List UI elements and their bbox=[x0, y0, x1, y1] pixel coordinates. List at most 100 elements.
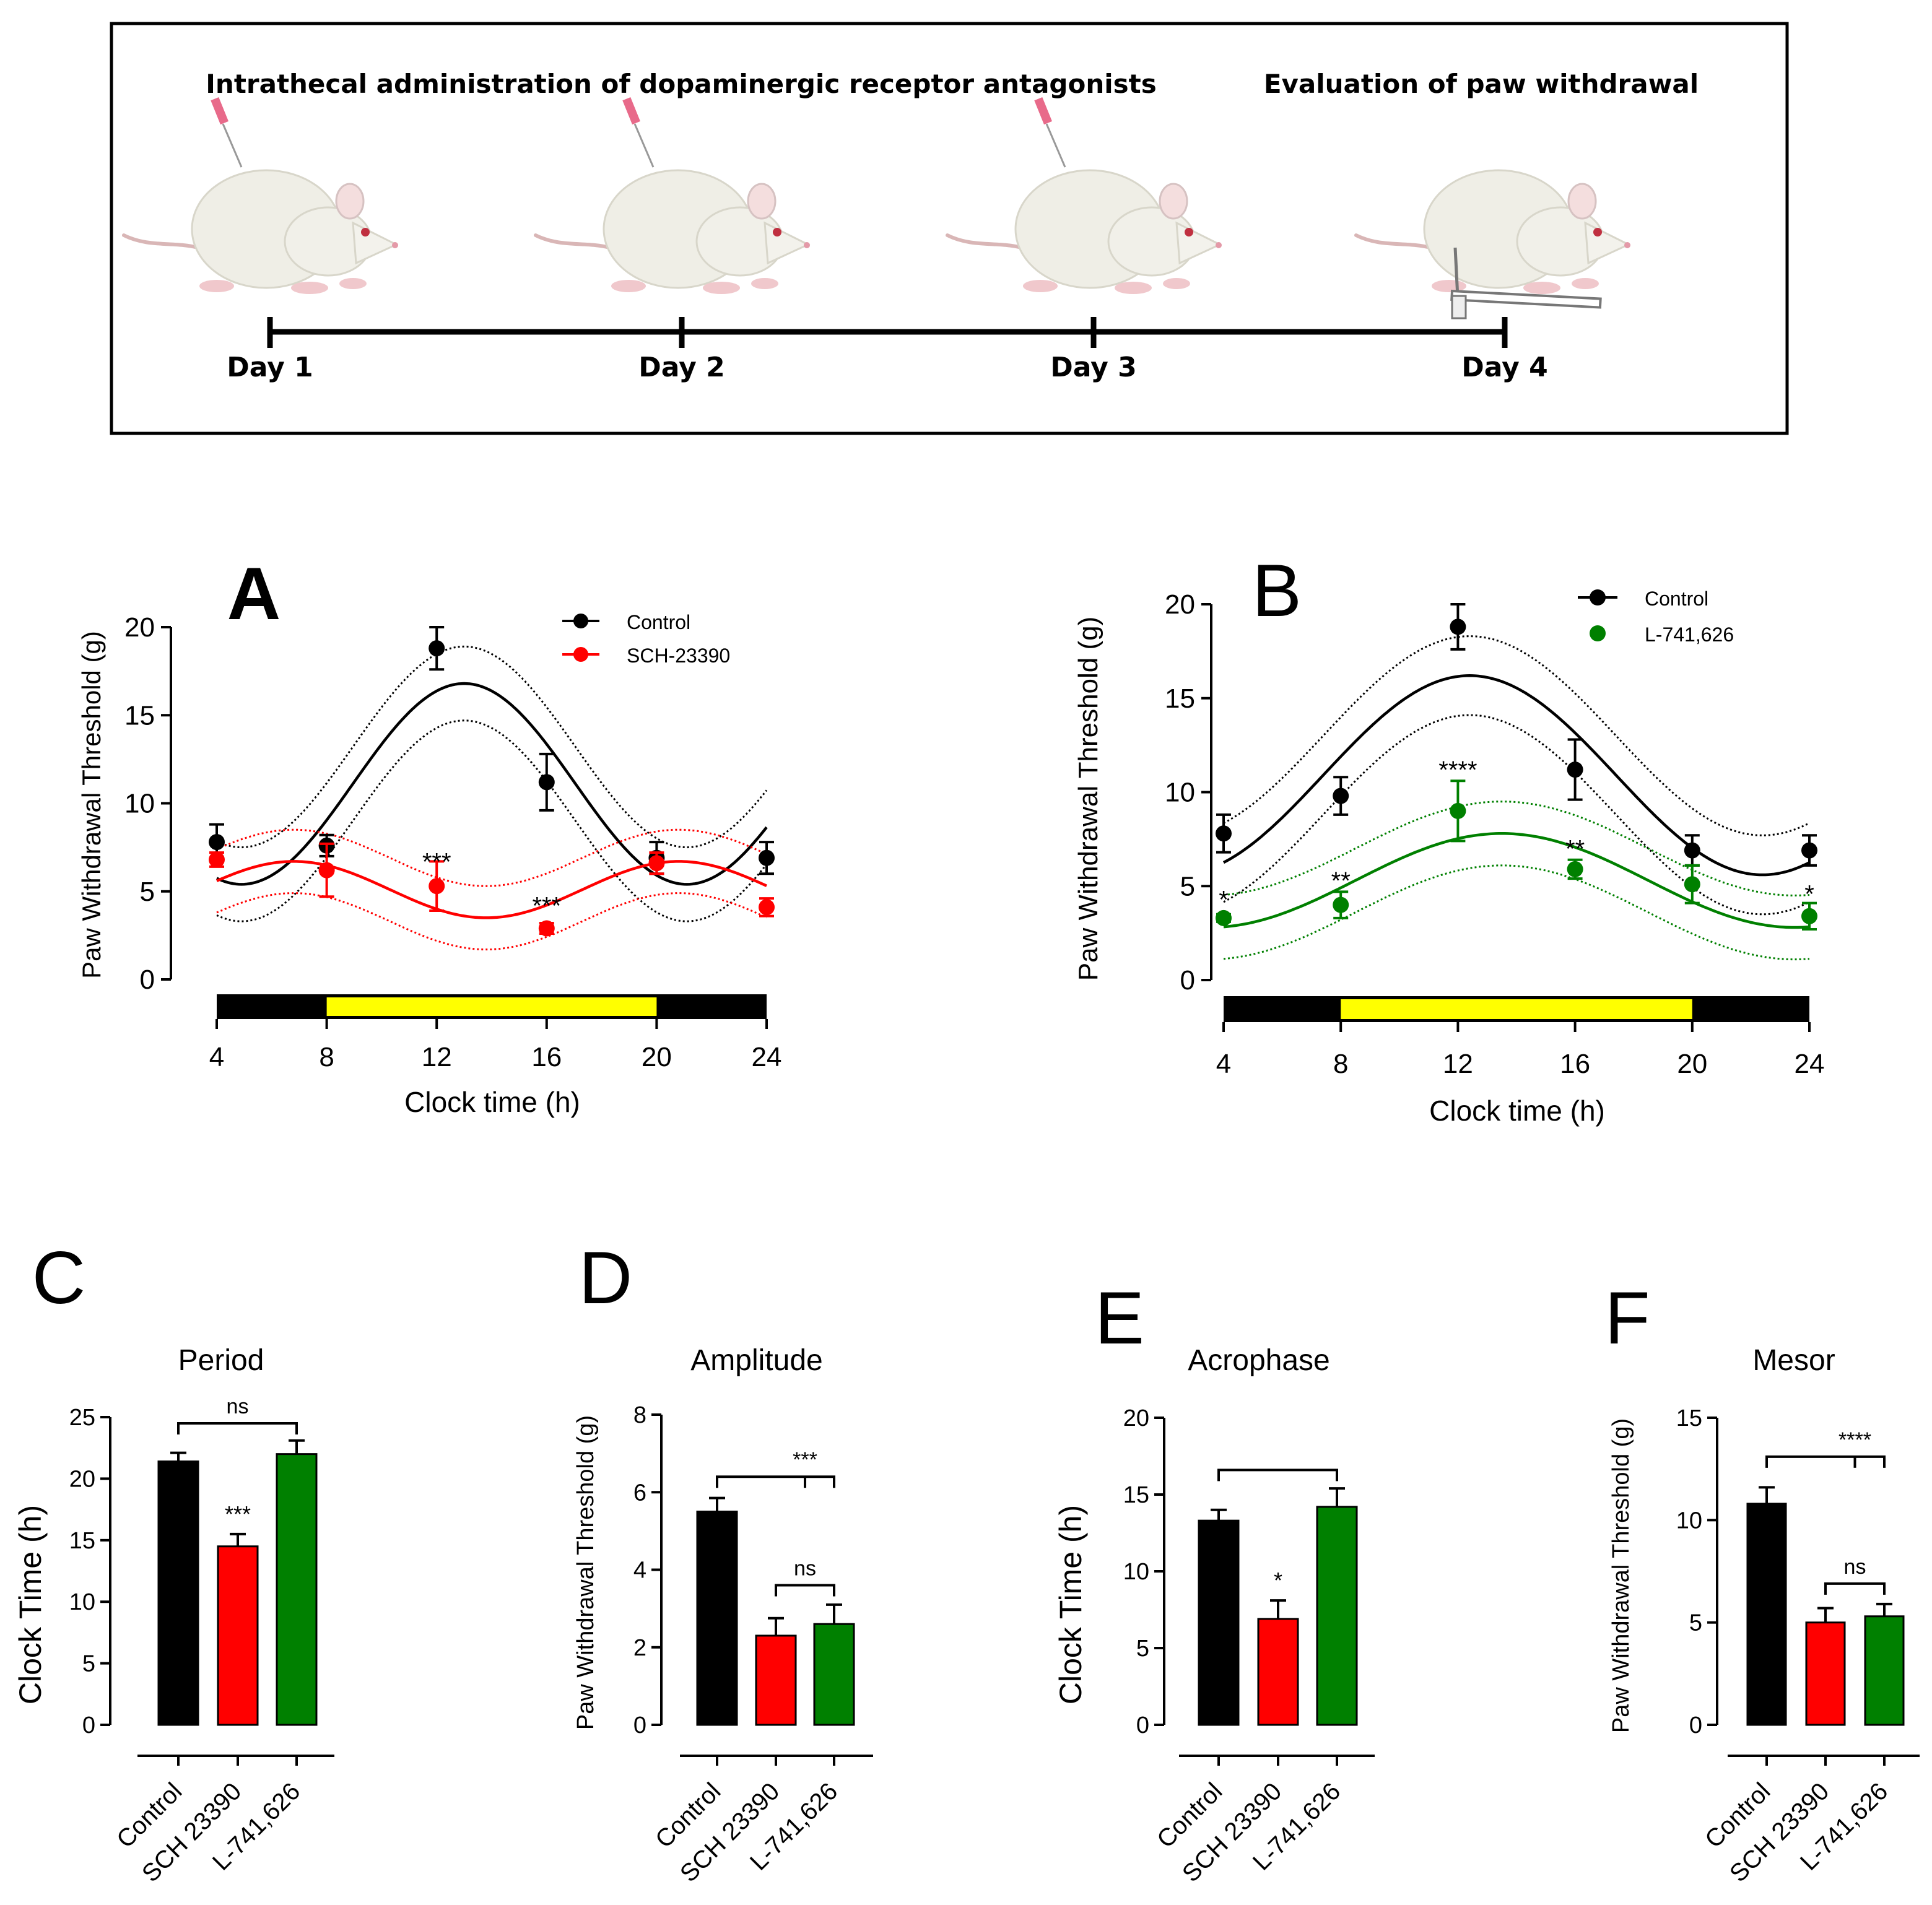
panel-f-title: Mesor bbox=[1752, 1344, 1835, 1377]
y-tick-label: 0 bbox=[1689, 1712, 1702, 1738]
data-point-control bbox=[538, 774, 555, 791]
data-point-l-741-626 bbox=[1801, 908, 1817, 924]
legend-control-marker bbox=[573, 614, 588, 628]
x-tick-label: 16 bbox=[531, 1042, 562, 1072]
significance-mark: * bbox=[1219, 886, 1229, 913]
light-phase-bar bbox=[1341, 999, 1692, 1019]
y-tick-label: 15 bbox=[69, 1528, 95, 1554]
y-tick-label: 10 bbox=[1676, 1508, 1702, 1534]
data-point-control bbox=[1216, 825, 1232, 842]
panel-c-label: C bbox=[32, 1236, 86, 1319]
bar-control bbox=[1746, 1503, 1787, 1726]
panel-b: B Paw Withdrawal Threshold (g) Clock tim… bbox=[1073, 549, 1824, 1127]
y-tick-label: 8 bbox=[633, 1402, 646, 1428]
panel-e-ylabel: Clock Time (h) bbox=[1053, 1505, 1088, 1704]
bar-control bbox=[696, 1511, 738, 1726]
timeline-day-3: Day 3 bbox=[1050, 352, 1136, 383]
significance-bracket bbox=[716, 1475, 835, 1488]
timeline-day-4: Day 4 bbox=[1461, 352, 1547, 383]
bracket-label: **** bbox=[1838, 1428, 1871, 1452]
y-tick-label: 10 bbox=[124, 789, 155, 819]
fit-curve-l-741-626 bbox=[1223, 832, 1810, 929]
rat-icon-day-3 bbox=[947, 97, 1222, 294]
data-point-sch-23390 bbox=[759, 899, 775, 916]
bar-l-741-626 bbox=[1316, 1506, 1358, 1726]
significance-mark: **** bbox=[1438, 757, 1477, 784]
panel-b-xlabel: Clock time (h) bbox=[1429, 1095, 1605, 1127]
bar-l-741-626 bbox=[813, 1623, 855, 1726]
fit-band-lower-sch-23390 bbox=[216, 892, 767, 951]
x-tick-label: 8 bbox=[1333, 1049, 1348, 1079]
significance-bracket bbox=[1765, 1455, 1886, 1468]
data-point-control bbox=[1801, 842, 1817, 859]
panel-a-legend: Control SCH-23390 bbox=[562, 611, 730, 667]
panel-d-title: Amplitude bbox=[690, 1344, 822, 1377]
panel-f-ylabel: Paw Withdrawal Threshold (g) bbox=[1608, 1418, 1634, 1733]
fit-band-lower-l-741-626 bbox=[1223, 864, 1810, 961]
significance-mark: * bbox=[1804, 880, 1814, 908]
panel-d: D Amplitude Paw Withdrawal Threshold (g)… bbox=[573, 1236, 873, 1888]
legend-sch-marker bbox=[573, 647, 588, 662]
data-point-sch-23390 bbox=[538, 920, 555, 937]
panel-a: A Paw Withdrawal Threshold (g) Clock tim… bbox=[77, 552, 781, 1118]
legend-l741-marker bbox=[1590, 625, 1606, 641]
fit-band-upper-sch-23390 bbox=[216, 828, 767, 887]
x-tick-label: 24 bbox=[752, 1042, 782, 1072]
von-frey-filament-icon bbox=[1450, 247, 1602, 319]
data-point-control bbox=[1684, 842, 1700, 859]
timeline-title-right: Evaluation of paw withdrawal bbox=[1264, 69, 1699, 99]
y-tick-label: 5 bbox=[1136, 1636, 1149, 1662]
significance-mark: *** bbox=[225, 1501, 251, 1527]
panel-c-ylabel: Clock Time (h) bbox=[13, 1505, 48, 1704]
bracket-label: ns bbox=[794, 1557, 816, 1581]
y-tick-label: 0 bbox=[82, 1712, 95, 1738]
x-tick-label: 12 bbox=[422, 1042, 452, 1072]
panel-e: E Acrophase Clock Time (h) 05101520Contr… bbox=[1053, 1277, 1375, 1888]
x-tick-label: 16 bbox=[1560, 1049, 1590, 1079]
data-point-control bbox=[1567, 762, 1583, 778]
fit-band-upper-control bbox=[1223, 635, 1810, 836]
x-tick-label: 4 bbox=[209, 1042, 224, 1072]
y-tick-label: 10 bbox=[69, 1589, 95, 1615]
legend-control-marker bbox=[1590, 589, 1606, 605]
timeline-day-1: Day 1 bbox=[227, 352, 313, 383]
panel-f-label: F bbox=[1604, 1277, 1650, 1360]
data-point-control bbox=[209, 834, 225, 851]
panel-c: C Period Clock Time (h) 0510152025Contro… bbox=[13, 1236, 334, 1888]
x-tick-label: 20 bbox=[642, 1042, 672, 1072]
x-tick-label: 12 bbox=[1443, 1049, 1473, 1079]
y-tick-label: 20 bbox=[1123, 1405, 1149, 1431]
rat-icon-day-1 bbox=[124, 97, 398, 294]
y-tick-label: 5 bbox=[140, 877, 155, 907]
bar-l-741-626 bbox=[276, 1453, 318, 1726]
bracket-label: *** bbox=[793, 1448, 817, 1472]
legend-l741-label: L-741,626 bbox=[1645, 623, 1734, 646]
data-point-control bbox=[429, 640, 445, 657]
y-tick-label: 20 bbox=[69, 1466, 95, 1492]
y-tick-label: 5 bbox=[82, 1651, 95, 1677]
bracket-label: ns bbox=[1844, 1555, 1866, 1579]
y-tick-label: 5 bbox=[1689, 1610, 1702, 1636]
legend-sch-label: SCH-23390 bbox=[627, 644, 730, 667]
panel-a-ylabel: Paw Withdrawal Threshold (g) bbox=[77, 631, 106, 979]
y-tick-label: 0 bbox=[633, 1712, 646, 1738]
x-tick-label: 8 bbox=[319, 1042, 334, 1072]
timeline-title-left: Intrathecal administration of dopaminerg… bbox=[206, 69, 1156, 99]
panel-d-ylabel: Paw Withdrawal Threshold (g) bbox=[573, 1415, 599, 1730]
bar-l-741-626 bbox=[1864, 1615, 1905, 1726]
panel-a-label: A bbox=[227, 552, 281, 635]
panel-f: F Mesor Paw Withdrawal Threshold (g) 0 5 1… bbox=[1604, 1277, 1920, 1888]
data-point-control bbox=[759, 849, 775, 866]
bar-control bbox=[1198, 1519, 1240, 1726]
legend-control-label: Control bbox=[1645, 588, 1708, 610]
y-tick-label: 15 bbox=[1676, 1405, 1702, 1431]
fit-band-lower-control bbox=[1223, 714, 1810, 916]
significance-bracket bbox=[177, 1421, 298, 1434]
bar-sch-23390 bbox=[1257, 1618, 1299, 1726]
data-point-l-741-626 bbox=[1450, 802, 1466, 819]
fit-curve-control bbox=[216, 682, 768, 886]
data-point-l-741-626 bbox=[1684, 876, 1700, 893]
panel-d-label: D bbox=[579, 1236, 633, 1319]
y-tick-label: 15 bbox=[1123, 1482, 1149, 1508]
timeline-panel: Intrathecal administration of dopaminerg… bbox=[110, 22, 1789, 435]
